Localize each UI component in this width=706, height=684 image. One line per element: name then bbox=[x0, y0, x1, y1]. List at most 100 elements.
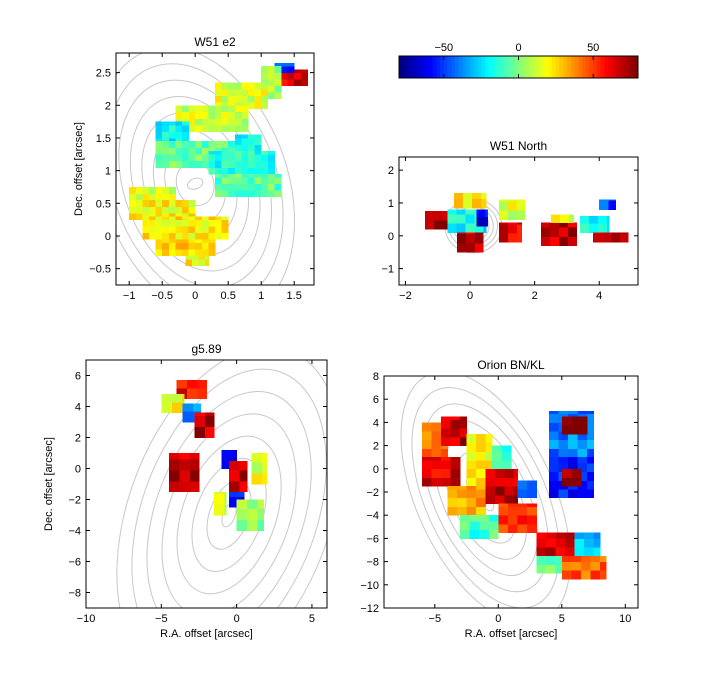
velocity-region bbox=[234, 134, 262, 152]
velocity-pixel bbox=[186, 387, 198, 400]
velocity-pixel bbox=[208, 249, 216, 256]
velocity-pixel bbox=[208, 216, 216, 221]
velocity-pixel bbox=[142, 200, 150, 207]
velocity-pixel bbox=[194, 412, 206, 417]
velocity-pixel bbox=[267, 190, 275, 198]
velocity-region bbox=[208, 151, 275, 175]
velocity-pixel bbox=[168, 470, 180, 482]
velocity-pixel bbox=[215, 111, 222, 119]
x-tick-label: −1 bbox=[123, 290, 136, 302]
velocity-pixel bbox=[474, 223, 485, 233]
x-tick-label: 2 bbox=[532, 290, 538, 302]
velocity-pixel bbox=[168, 242, 176, 250]
velocity-pixel bbox=[234, 88, 242, 96]
velocity-pixel bbox=[221, 160, 229, 168]
velocity-pixel bbox=[267, 154, 275, 162]
velocity-region bbox=[236, 499, 265, 531]
velocity-pixel bbox=[195, 242, 203, 250]
velocity-pixel bbox=[456, 209, 466, 215]
velocity-pixel bbox=[188, 219, 196, 227]
y-tick-label: −10 bbox=[360, 580, 379, 592]
velocity-pixel bbox=[450, 477, 461, 487]
velocity-pixel bbox=[155, 121, 163, 126]
velocity-pixel bbox=[274, 177, 282, 185]
y-tick-label: 0.5 bbox=[96, 198, 111, 210]
colorbar-swatch bbox=[604, 56, 609, 78]
velocity-pixel bbox=[441, 477, 452, 487]
velocity-pixel bbox=[149, 216, 156, 221]
velocity-pixel bbox=[155, 226, 163, 234]
velocity-pixel bbox=[498, 523, 509, 533]
velocity-pixel bbox=[194, 426, 206, 438]
velocity-pixel bbox=[251, 473, 263, 485]
velocity-pixel bbox=[208, 239, 216, 243]
velocity-pixel bbox=[208, 105, 216, 113]
velocity-pixel bbox=[188, 118, 196, 126]
velocity-pixel bbox=[248, 167, 255, 175]
velocity-pixel bbox=[195, 160, 203, 168]
velocity-pixel bbox=[215, 95, 222, 103]
velocity-pixel bbox=[447, 214, 457, 224]
velocity-pixel bbox=[422, 460, 433, 470]
velocity-region bbox=[185, 255, 209, 266]
velocity-pixel bbox=[155, 216, 163, 221]
velocity-region bbox=[541, 222, 578, 247]
velocity-region bbox=[161, 394, 185, 414]
velocity-pixel bbox=[559, 214, 570, 224]
velocity-pixel bbox=[155, 200, 163, 207]
velocity-pixel bbox=[168, 249, 176, 256]
velocity-region bbox=[422, 457, 461, 487]
velocity-pixel bbox=[171, 394, 183, 403]
velocity-pixel bbox=[162, 232, 170, 240]
velocity-pixel bbox=[495, 477, 506, 487]
velocity-pixel bbox=[215, 118, 222, 126]
velocity-pixel bbox=[221, 105, 229, 113]
velocity-pixel bbox=[499, 233, 509, 243]
velocity-pixel bbox=[485, 434, 493, 444]
velocity-pixel bbox=[175, 249, 183, 256]
velocity-pixel bbox=[536, 538, 547, 548]
velocity-pixel bbox=[466, 242, 476, 253]
velocity-pixel bbox=[208, 226, 216, 234]
velocity-pixel bbox=[517, 233, 523, 243]
colorbar-swatch bbox=[589, 56, 594, 78]
velocity-pixel bbox=[186, 380, 198, 389]
velocity-pixel bbox=[234, 190, 242, 198]
velocity-pixel bbox=[201, 219, 209, 227]
velocity-pixel bbox=[221, 111, 229, 119]
velocity-pixel bbox=[201, 242, 209, 250]
velocity-pixel bbox=[460, 419, 467, 429]
velocity-pixel bbox=[168, 480, 180, 493]
velocity-pixel bbox=[129, 213, 137, 221]
velocity-pixel bbox=[457, 242, 467, 253]
velocity-pixel bbox=[568, 431, 579, 441]
contour-line bbox=[116, 360, 327, 608]
velocity-pixel bbox=[466, 451, 477, 461]
velocity-pixel bbox=[450, 428, 461, 438]
velocity-pixel bbox=[228, 190, 236, 198]
velocity-pixel bbox=[608, 199, 616, 201]
velocity-pixel bbox=[485, 209, 489, 218]
velocity-pixel bbox=[142, 216, 150, 221]
velocity-region bbox=[574, 532, 601, 557]
panel-3: −10 −5 0 5 −8 −6 −4 −2 0 2 4 6 g5.89 R.A. offset [arc… bbox=[43, 342, 328, 640]
velocity-pixel bbox=[499, 210, 509, 220]
velocity-pixel bbox=[460, 436, 467, 446]
colorbar-swatch bbox=[469, 56, 475, 78]
velocity-pixel bbox=[195, 105, 203, 113]
velocity-pixel bbox=[239, 460, 248, 471]
velocity-pixel bbox=[261, 154, 269, 162]
velocity-pixel bbox=[460, 515, 471, 522]
y-tick-label: 8 bbox=[373, 371, 379, 383]
velocity-pixel bbox=[162, 154, 170, 162]
velocity-pixel bbox=[234, 154, 242, 162]
velocity-pixel bbox=[601, 232, 612, 234]
velocity-pixel bbox=[236, 519, 248, 531]
velocity-pixel bbox=[558, 431, 569, 441]
velocity-region bbox=[129, 186, 176, 201]
colorbar-swatch bbox=[608, 56, 613, 78]
velocity-pixel bbox=[267, 160, 275, 168]
velocity-pixel bbox=[221, 183, 229, 191]
velocity-pixel bbox=[247, 499, 259, 510]
colorbar-swatch bbox=[417, 56, 422, 78]
